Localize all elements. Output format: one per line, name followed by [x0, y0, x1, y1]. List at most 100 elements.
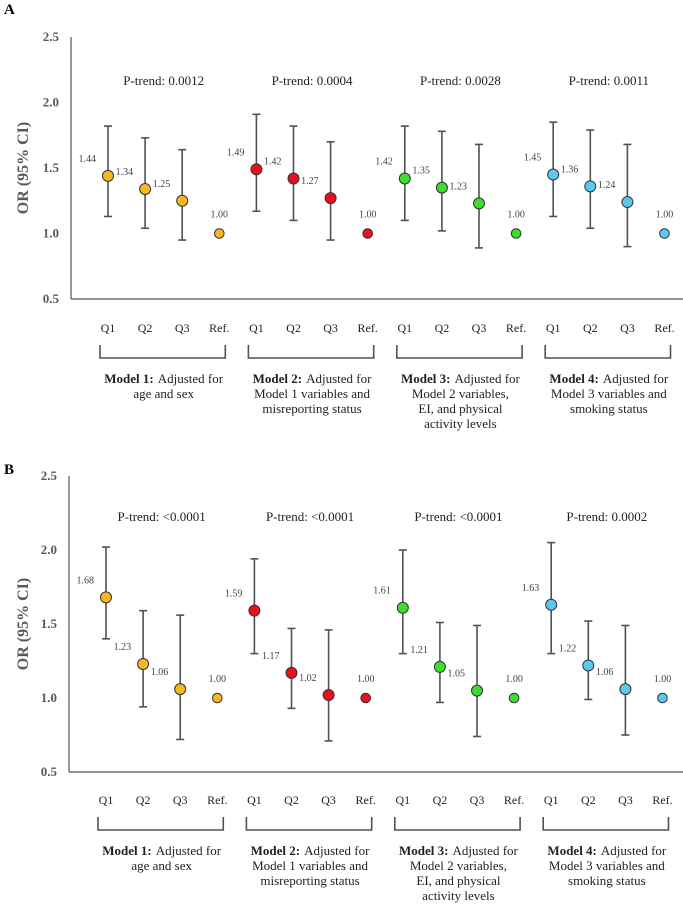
- data-label: 1.00: [654, 674, 672, 685]
- series-model-4: P-trend: 0.0011 1.45 Q1 1.36 Q2 1.24 Q3 1.00 Ref…: [524, 73, 675, 416]
- group-caption-bold: Model 1:: [104, 371, 153, 386]
- y-tick-label: 2.0: [41, 542, 57, 557]
- x-tick-label: Q1: [397, 321, 412, 335]
- x-tick-label: Q1: [99, 793, 114, 807]
- group-bracket: [247, 345, 375, 359]
- group-caption: misreporting status: [262, 401, 361, 416]
- x-tick-label: Q3: [470, 793, 485, 807]
- data-label: 1.27: [301, 176, 319, 187]
- x-tick-label: Q1: [247, 793, 262, 807]
- data-label: 1.34: [116, 167, 134, 178]
- group-caption: Model 4: Adjusted for: [547, 843, 666, 858]
- data-point: [324, 192, 337, 205]
- data-point: [287, 172, 300, 185]
- data-label: 1.00: [656, 210, 674, 221]
- y-axis-title: OR (95% CI): [15, 578, 32, 670]
- data-label: 1.36: [561, 164, 579, 175]
- data-label: 1.25: [153, 179, 171, 190]
- x-tick-label: Q2: [435, 321, 450, 335]
- group-caption: Model 2: Adjusted for: [251, 843, 370, 858]
- data-label: 1.00: [507, 210, 525, 221]
- data-point: [212, 692, 223, 704]
- group-caption: age and sex: [131, 858, 192, 873]
- data-point: [582, 659, 595, 672]
- group-caption-bold: Model 3:: [401, 371, 450, 386]
- x-tick-label: Ref.: [504, 793, 524, 807]
- data-point: [322, 689, 335, 702]
- group-bracket: [97, 817, 225, 831]
- group-bracket: [394, 817, 521, 831]
- group-caption: Model 4: Adjusted for: [549, 371, 668, 386]
- y-axis-title: OR (95% CI): [15, 122, 32, 214]
- group-caption: misreporting status: [260, 873, 359, 888]
- group-bracket: [99, 345, 227, 359]
- x-tick-label: Ref.: [358, 321, 378, 335]
- group-caption: smoking status: [568, 873, 646, 888]
- group-caption: activity levels: [424, 416, 497, 431]
- x-tick-label: Q1: [101, 321, 116, 335]
- x-tick-label: Q2: [583, 321, 598, 335]
- data-label: 1.23: [114, 642, 132, 653]
- series-model-3: P-trend: <0.0001 1.61 Q1 1.21 Q2 1.05 Q3 1.00 Re…: [373, 509, 524, 903]
- data-point: [433, 660, 446, 673]
- x-tick-label: Q2: [286, 321, 301, 335]
- data-label: 1.68: [77, 575, 95, 586]
- x-tick-label: Ref.: [506, 321, 526, 335]
- y-tick-label: 0.5: [41, 764, 58, 779]
- data-label: 1.02: [299, 673, 317, 684]
- group-caption: Model 3: Adjusted for: [399, 843, 518, 858]
- y-tick-label: 2.5: [43, 29, 60, 44]
- series-model-2: P-trend: 0.0004 1.49 Q1 1.42 Q2 1.27 Q3 1.00 Ref…: [227, 73, 378, 416]
- data-point: [508, 692, 520, 704]
- data-point: [176, 194, 189, 207]
- data-point: [248, 604, 261, 617]
- group-caption-text: Adjusted for: [156, 843, 222, 858]
- group-caption: Model 1: Adjusted for: [104, 371, 223, 386]
- data-point: [102, 169, 114, 182]
- x-tick-label: Q3: [173, 793, 188, 807]
- group-caption: Model 1 variables and: [252, 858, 368, 873]
- group-caption: Model 3 variables and: [551, 386, 667, 401]
- data-label: 1.24: [598, 180, 616, 191]
- group-caption-text: Adjusted for: [306, 371, 372, 386]
- group-caption-text: Adjusted for: [158, 371, 224, 386]
- data-point: [473, 197, 485, 210]
- x-tick-label: Q2: [433, 793, 448, 807]
- y-tick-label: 2.5: [41, 468, 58, 483]
- x-tick-label: Ref.: [654, 321, 674, 335]
- group-caption: activity levels: [422, 888, 495, 903]
- panel-B: B 0.5 1.0 1.5 2.0 2.5 OR (95% CI) P-trend: <0.0…: [4, 462, 683, 903]
- group-caption: smoking status: [570, 401, 648, 416]
- data-point: [100, 591, 112, 604]
- group-caption-bold: Model 4:: [549, 371, 598, 386]
- data-point: [547, 168, 560, 181]
- panel-A: A 0.5 1.0 1.5 2.0 2.5 OR (95% CI) P-trend: 0.00…: [4, 2, 683, 431]
- group-caption: Model 2 variables,: [410, 858, 507, 873]
- data-label: 1.06: [151, 667, 169, 678]
- data-point: [139, 182, 152, 195]
- group-caption: Model 3 variables and: [549, 858, 665, 873]
- data-point: [584, 180, 597, 193]
- data-point: [471, 684, 483, 697]
- group-bracket: [396, 345, 523, 359]
- data-point: [621, 196, 634, 209]
- data-label: 1.63: [522, 583, 540, 594]
- group-caption: EI, and physical: [418, 401, 503, 416]
- p-trend-label: P-trend: <0.0001: [266, 509, 354, 524]
- group-caption: Model 2 variables,: [412, 386, 509, 401]
- group-caption-text: Adjusted for: [304, 843, 370, 858]
- group-caption-text: Adjusted for: [455, 371, 521, 386]
- y-tick-label: 1.5: [41, 616, 58, 631]
- p-trend-label: P-trend: 0.0028: [420, 73, 501, 88]
- group-bracket: [245, 817, 373, 831]
- group-caption-bold: Model 1:: [102, 843, 151, 858]
- data-point: [285, 666, 298, 679]
- series-model-4: P-trend: 0.0002 1.63 Q1 1.22 Q2 1.06 Q3 1.00 Ref…: [522, 509, 673, 888]
- data-label: 1.61: [373, 586, 391, 597]
- panel-label: A: [4, 2, 15, 18]
- data-label: 1.44: [79, 154, 97, 165]
- group-caption-text: Adjusted for: [453, 843, 519, 858]
- y-tick-label: 2.0: [43, 95, 59, 110]
- data-point: [659, 228, 670, 239]
